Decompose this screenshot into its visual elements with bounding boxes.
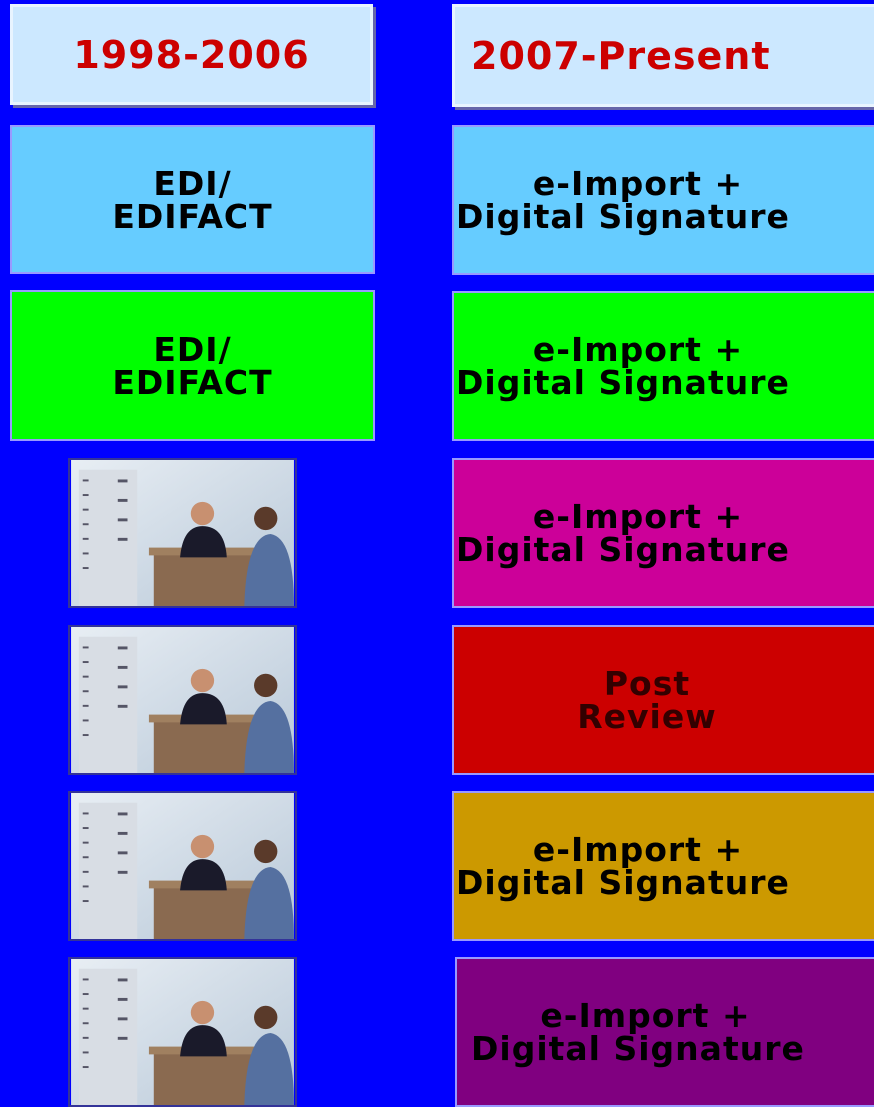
- method-line: e-Import +: [532, 330, 744, 369]
- method-line: Digital Signature: [456, 530, 790, 569]
- method-box: EDI/EDIFACT: [10, 125, 375, 274]
- method-line: e-Import +: [532, 830, 744, 869]
- method-box: e-Import + Digital Signature: [455, 957, 874, 1107]
- method-line: EDIFACT: [112, 362, 273, 402]
- photo: [68, 791, 297, 941]
- method-line: Digital Signature: [471, 1029, 805, 1068]
- method-box: e-Import + Digital Signature: [452, 458, 874, 608]
- method-line: e-Import +: [540, 996, 751, 1035]
- method-line: Digital Signature: [456, 197, 790, 236]
- method-box: e-Import + Digital Signature: [452, 291, 874, 441]
- method-line: Post: [603, 664, 691, 703]
- period-header: 2007-Present: [452, 4, 874, 107]
- photo: [68, 625, 297, 775]
- photo: [68, 458, 297, 608]
- method-box: e-Import + Digital Signature: [452, 791, 874, 941]
- method-line: e-Import +: [532, 164, 744, 203]
- period-header: 1998-2006: [10, 4, 373, 105]
- header-text: 2007-Present: [471, 33, 771, 78]
- method-box: EDI/EDIFACT: [10, 290, 375, 441]
- method-line: Review: [577, 697, 717, 736]
- method-line: Digital Signature: [456, 863, 790, 902]
- method-line: EDIFACT: [112, 196, 273, 236]
- method-line: e-Import +: [532, 497, 744, 536]
- method-line: EDI/: [153, 163, 232, 203]
- photo: [68, 957, 297, 1107]
- header-text: 1998-2006: [73, 32, 310, 77]
- method-box: Post Review: [452, 625, 874, 775]
- method-line: Digital Signature: [456, 363, 790, 402]
- method-box: e-Import + Digital Signature: [452, 125, 874, 275]
- method-line: EDI/: [153, 329, 232, 369]
